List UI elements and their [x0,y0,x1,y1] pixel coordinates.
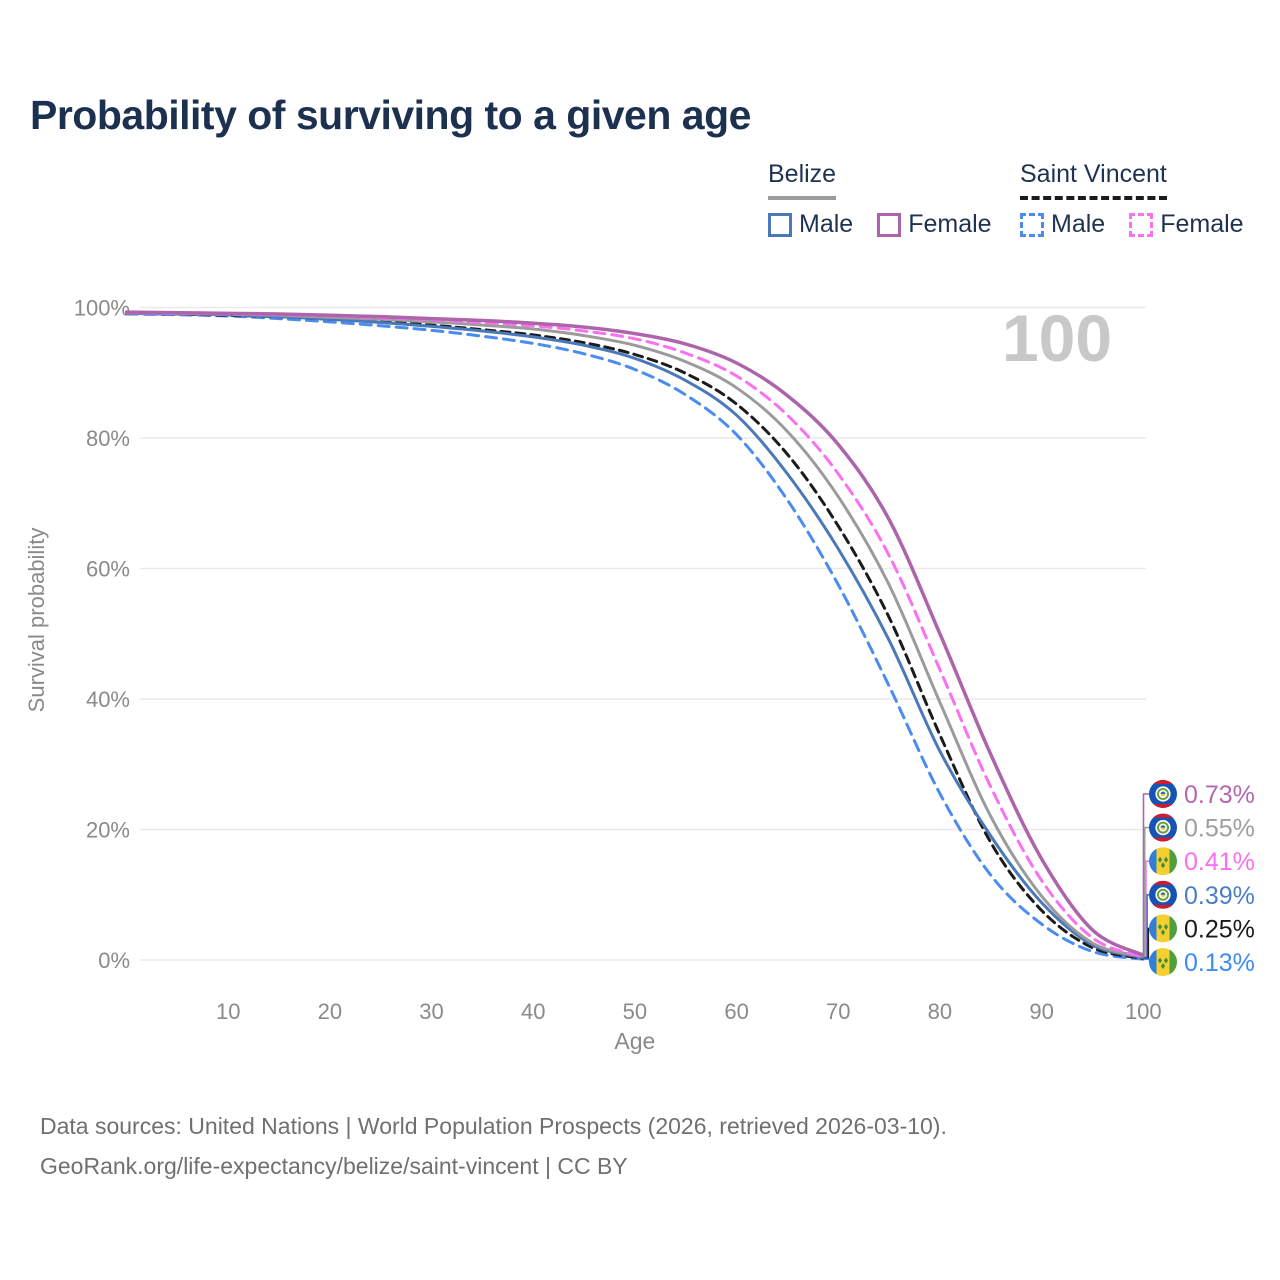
x-axis-title: Age [614,1028,655,1054]
y-axis-title: Survival probability [24,528,49,713]
legend-label-belize-male: Male [799,210,854,238]
leader-line-belize-total [1143,826,1149,958]
end-value-label-belize-female: 0.73% [1184,781,1255,809]
gridlines: 0% 20% 40% 60% 80% 100% [74,296,1146,973]
legend-group-saint-vincent: Saint Vincent Male Female [1020,160,1244,239]
end-value-label-sv-male: 0.13% [1184,949,1255,977]
y-tick-label: 20% [86,818,130,843]
x-tick-label: 50 [623,999,647,1024]
series-lines [124,310,1146,961]
series-line-belize-male [125,311,1145,959]
saint-vincent-flag-icon [1149,847,1177,876]
series-line-sv-female [125,311,1145,959]
x-tick-label: 70 [826,999,850,1024]
x-tick-label: 90 [1029,999,1053,1024]
y-tick-label: 60% [86,557,130,582]
legend-group-belize: Belize Male Female [768,160,992,239]
end-value-label-belize-total: 0.55% [1184,815,1255,843]
legend-label-belize-female: Female [908,210,992,238]
footer: Data sources: United Nations | World Pop… [40,1106,947,1186]
legend-title-belize: Belize [768,160,837,200]
series-line-sv-total [125,311,1145,960]
saint-vincent-flag-icon [1149,914,1177,943]
x-tick-label: 20 [318,999,342,1024]
leader-line-belize-male [1143,894,1149,959]
chart-title: Probability of surviving to a given age [30,92,751,138]
x-tick-label: 80 [928,999,952,1024]
y-tick-label: 40% [86,687,130,712]
x-tick-label: 60 [724,999,748,1024]
series-line-sv-male [125,312,1145,961]
series-line-belize-total [125,311,1145,958]
footer-data-sources: Data sources: United Nations | World Pop… [40,1113,947,1139]
legend-swatch-saint-vincent-female[interactable] [1129,212,1154,237]
end-value-label-belize-male: 0.39% [1184,882,1255,910]
x-tick-label: 40 [521,999,545,1024]
legend-swatch-belize-female[interactable] [877,212,902,237]
leader-line-belize-female [1142,793,1149,956]
belize-flag-icon [1149,880,1177,909]
x-tick-label: 100 [1125,999,1162,1024]
age-watermark: 100 [1002,301,1112,375]
legend-swatch-saint-vincent-male[interactable] [1020,212,1044,237]
x-tick-label: 30 [419,999,443,1024]
series-line-belize-female [124,310,1146,957]
y-tick-label: 0% [98,948,130,973]
saint-vincent-flag-icon [1149,948,1177,976]
x-axis: 10 20 30 40 50 60 70 80 90 100 Age [216,999,1162,1054]
legend-title-saint-vincent: Saint Vincent [1020,160,1167,200]
end-value-leaders [1142,793,1151,963]
legend-label-saint-vincent-male: Male [1051,210,1106,238]
end-value-label-sv-total: 0.25% [1184,915,1255,943]
legend-label-saint-vincent-female: Female [1160,210,1244,238]
y-tick-label: 80% [86,426,130,451]
end-value-label-sv-female: 0.41% [1184,848,1255,876]
footer-attribution: GeoRank.org/life-expectancy/belize/saint… [40,1153,628,1179]
belize-flag-icon [1149,780,1177,808]
belize-flag-icon [1149,813,1177,842]
y-tick-label: 100% [74,296,130,321]
legend-swatch-belize-male[interactable] [768,212,792,237]
x-tick-label: 10 [216,999,240,1024]
